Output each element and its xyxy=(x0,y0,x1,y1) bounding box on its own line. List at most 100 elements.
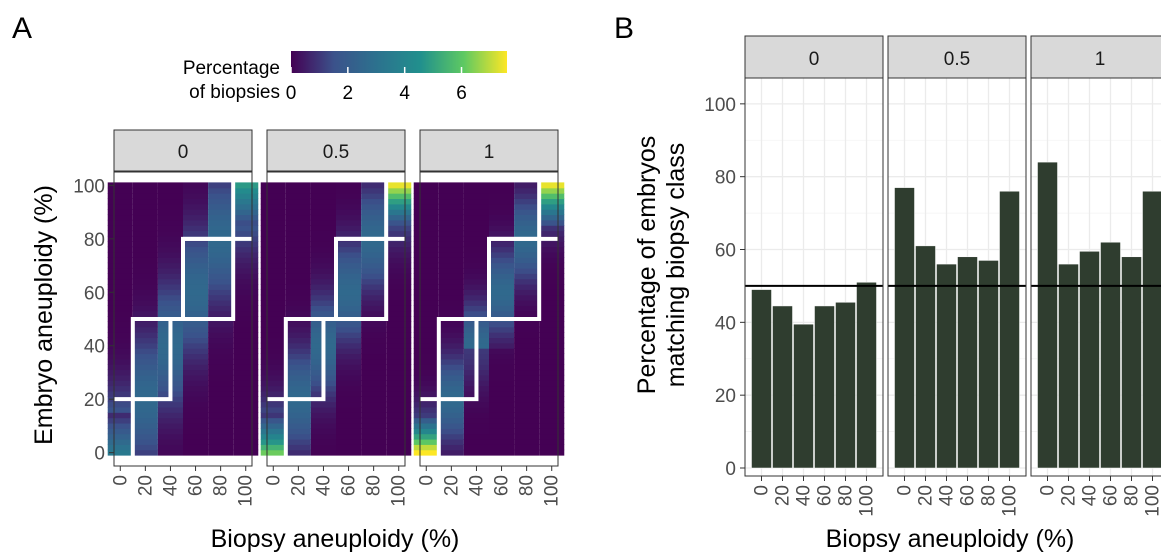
heat-tile xyxy=(489,406,515,413)
heat-tile xyxy=(413,299,439,306)
heat-tile xyxy=(233,412,259,419)
heat-tile xyxy=(208,380,234,387)
heat-tile xyxy=(208,353,234,360)
heat-tile xyxy=(463,241,489,248)
heat-tile xyxy=(386,364,412,371)
heat-tile xyxy=(107,273,133,280)
heat-tile xyxy=(260,257,286,264)
bar xyxy=(915,245,936,469)
heat-tile xyxy=(386,283,412,290)
heat-tile xyxy=(157,283,183,290)
heat-tile xyxy=(463,444,489,451)
heat-tile xyxy=(489,273,515,280)
heat-tile xyxy=(413,321,439,328)
heat-tile xyxy=(107,241,133,248)
heat-tile xyxy=(233,278,259,285)
y-axis-title-b-line1: Percentage of embryos xyxy=(633,136,661,394)
heat-tile xyxy=(413,294,439,301)
heat-tile xyxy=(183,438,209,445)
heat-tile xyxy=(132,364,158,371)
heat-tile xyxy=(361,337,387,344)
heat-tile xyxy=(233,214,259,221)
legend-title-line1: Percentage xyxy=(183,58,280,79)
heat-tile xyxy=(310,230,336,237)
heat-tile xyxy=(208,406,234,413)
heat-tile xyxy=(463,412,489,419)
heat-tile xyxy=(386,209,412,216)
heat-tile xyxy=(489,412,515,419)
heat-tile xyxy=(260,353,286,360)
heat-tile xyxy=(285,342,311,349)
heat-tile xyxy=(386,422,412,429)
heat-tile xyxy=(539,299,565,306)
y-tick-label: 100 xyxy=(704,95,736,116)
heat-tile xyxy=(413,209,439,216)
heat-tile xyxy=(438,235,464,242)
heat-tile xyxy=(233,241,259,248)
x-tick-label: 20 xyxy=(441,475,462,496)
heat-tile xyxy=(463,225,489,232)
heat-tile xyxy=(132,380,158,387)
heat-tile xyxy=(233,246,259,253)
heat-tile xyxy=(463,246,489,253)
heat-tile xyxy=(514,433,540,440)
heat-tile xyxy=(157,289,183,296)
heat-tile xyxy=(489,380,515,387)
x-tick-label: 40 xyxy=(466,475,487,496)
heat-tile xyxy=(336,299,362,306)
heat-tile xyxy=(208,358,234,365)
x-tick-label: 40 xyxy=(313,475,334,496)
heat-tile xyxy=(514,225,540,232)
heat-tile xyxy=(438,449,464,456)
heat-tile xyxy=(285,321,311,328)
heat-tile xyxy=(285,438,311,445)
heat-tile xyxy=(285,294,311,301)
heat-tile xyxy=(489,401,515,408)
heat-tile xyxy=(260,267,286,274)
heat-tile xyxy=(463,193,489,200)
heat-tile xyxy=(208,337,234,344)
heat-tile xyxy=(361,283,387,290)
heat-tile xyxy=(107,321,133,328)
heat-tile xyxy=(438,246,464,253)
heat-tile xyxy=(132,246,158,253)
heat-tile xyxy=(336,353,362,360)
heat-tile xyxy=(463,251,489,258)
heat-tile xyxy=(539,358,565,365)
facet-strip-label: 0 xyxy=(809,49,820,70)
y-tick-label: 60 xyxy=(84,283,105,304)
heat-tile xyxy=(336,278,362,285)
heat-tile xyxy=(489,428,515,435)
heat-tile xyxy=(132,438,158,445)
x-tick-label: 100 xyxy=(236,475,257,507)
heat-tile xyxy=(285,417,311,424)
class-boundary-line xyxy=(489,172,558,241)
heat-tile xyxy=(539,251,565,258)
heat-tile xyxy=(413,273,439,280)
heat-tile xyxy=(514,187,540,194)
heat-tile xyxy=(539,187,565,194)
heat-tile xyxy=(157,230,183,237)
heat-tile xyxy=(310,241,336,248)
heat-tile xyxy=(260,209,286,216)
heat-tile xyxy=(361,310,387,317)
heat-tile xyxy=(413,246,439,253)
heat-tile xyxy=(183,251,209,258)
heat-tile xyxy=(183,187,209,194)
heat-tile xyxy=(514,374,540,381)
heat-tile xyxy=(233,267,259,274)
heat-tile xyxy=(386,214,412,221)
heat-tile xyxy=(489,358,515,365)
heat-tile xyxy=(183,278,209,285)
heat-tile xyxy=(361,332,387,339)
heat-tile xyxy=(386,316,412,322)
facet-strip xyxy=(113,129,253,172)
heat-tile xyxy=(539,401,565,408)
x-tick-label: 80 xyxy=(1122,485,1143,506)
heat-tile xyxy=(132,353,158,360)
x-tick-label: 100 xyxy=(1000,485,1021,517)
heat-tile xyxy=(132,294,158,301)
heat-tile xyxy=(132,321,158,328)
heat-tile xyxy=(361,209,387,216)
heat-tile xyxy=(132,198,158,205)
